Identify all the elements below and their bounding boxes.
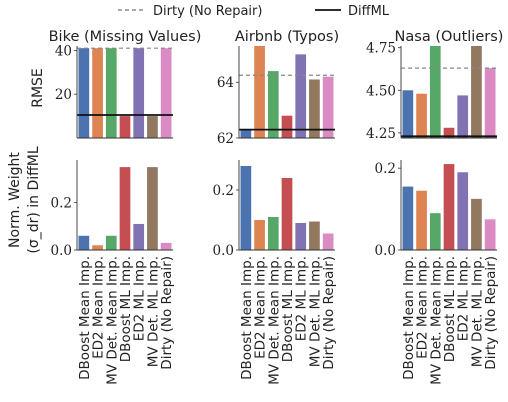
bar-ed2-ml-imp <box>295 223 307 250</box>
bar-mv-det-ml-imp <box>147 167 158 250</box>
x-tick-label: ED2 Mean Imp. <box>91 256 107 359</box>
y-tick-label: 0.0 <box>375 243 396 259</box>
bar-mv-det-mean-imp <box>267 217 279 250</box>
x-tick-label: ED2 ML Imp. <box>294 256 310 341</box>
bar-mv-det-ml-imp <box>309 221 320 250</box>
legend: Dirty (No Repair) DiffML <box>118 4 390 19</box>
bar-ed2-ml-imp <box>457 172 469 250</box>
x-tick-label: ED2 Mean Imp. <box>253 256 269 359</box>
y-label-weight-line2: (σ_dr) in DiffML <box>26 146 42 253</box>
x-tick-label: DBoost Mean Imp. <box>401 256 417 380</box>
bar-ed2-mean-imp <box>92 245 103 250</box>
bar-dboost-ml-imp <box>119 167 131 250</box>
bar-ed2-mean-imp <box>254 46 265 138</box>
y-tick-label: 4.50 <box>366 83 396 99</box>
x-tick-label: DBoost Mean Imp. <box>77 256 93 380</box>
bar-dirty-no-repair <box>160 48 172 138</box>
legend-dirty-label: Dirty (No Repair) <box>153 4 262 19</box>
x-tick-label: ED2 Mean Imp. <box>415 256 431 359</box>
bar-mv-det-ml-imp <box>309 79 320 138</box>
bar-mv-det-mean-imp <box>429 46 441 138</box>
y-tick-label: 20 <box>55 87 72 103</box>
y-tick-label: 0.0 <box>51 243 72 259</box>
bar-ed2-mean-imp <box>92 48 103 138</box>
bar-dirty-no-repair <box>484 68 496 138</box>
y-tick-label: 62 <box>217 131 234 147</box>
panel-title: Nasa (Outliers) <box>395 29 504 45</box>
bar-dboost-ml-imp <box>443 164 455 250</box>
bar-mv-det-mean-imp <box>105 235 117 250</box>
bar-ed2-ml-imp <box>133 223 145 250</box>
bar-ed2-ml-imp <box>457 95 469 138</box>
y-tick-label: 4.25 <box>366 126 396 142</box>
bar-dirty-no-repair <box>322 76 334 138</box>
bar-ed2-ml-imp <box>295 54 307 139</box>
x-tick-label: MV Det. ML Imp. <box>307 256 323 367</box>
y-tick-label: 40 <box>55 43 72 59</box>
bar-mv-det-mean-imp <box>105 48 117 138</box>
bar-dboost-mean-imp <box>402 90 414 138</box>
x-tick-label: MV Det. ML Imp. <box>145 256 161 367</box>
bar-dboost-mean-imp <box>240 129 252 138</box>
bar-dboost-mean-imp <box>402 186 414 250</box>
x-tick-label: Dirty (No Repair) <box>483 256 499 370</box>
bar-dboost-mean-imp <box>240 166 252 250</box>
bar-dirty-no-repair <box>160 242 172 250</box>
bar-mv-det-ml-imp <box>471 46 482 138</box>
bar-mv-det-mean-imp <box>267 71 279 138</box>
legend-diffml-label: DiffML <box>348 4 390 19</box>
bar-dboost-mean-imp <box>78 235 90 250</box>
x-tick-label: Dirty (No Repair) <box>321 256 337 370</box>
x-tick-label: MV Det. Mean Imp. <box>266 256 282 385</box>
x-tick-label: DBoost ML Imp. <box>118 256 134 362</box>
y-tick-label: 64 <box>217 75 234 91</box>
y-label-rmse: RMSE <box>30 68 46 108</box>
x-tick-label: MV Det. ML Imp. <box>469 256 485 367</box>
x-tick-label: ED2 ML Imp. <box>456 256 472 341</box>
panel-2: Nasa (Outliers) 4.25 4.50 4.75 <box>366 29 504 142</box>
y-tick-label: 0.2 <box>213 183 234 199</box>
bar-dboost-ml-imp <box>119 116 131 138</box>
bar-dirty-no-repair <box>322 233 334 250</box>
bar-ed2-mean-imp <box>254 220 265 250</box>
y-tick-label: 0.2 <box>51 196 72 212</box>
bar-dboost-mean-imp <box>78 48 90 138</box>
bar-dboost-ml-imp <box>443 127 455 138</box>
panel-title: Bike (Missing Values) <box>49 29 202 45</box>
bar-mv-det-mean-imp <box>429 213 441 250</box>
x-tick-label: DBoost Mean Imp. <box>239 256 255 380</box>
y-label-weight-line1: Norm. Weight <box>7 152 23 248</box>
bar-ed2-ml-imp <box>133 48 145 138</box>
y-tick-label: 0.2 <box>375 161 396 177</box>
y-tick-label: 4.75 <box>366 41 396 57</box>
bar-dboost-ml-imp <box>281 115 293 138</box>
bar-mv-det-ml-imp <box>147 116 158 138</box>
bar-mv-det-ml-imp <box>471 198 482 250</box>
x-tick-label: ED2 ML Imp. <box>132 256 148 341</box>
bar-dboost-ml-imp <box>281 178 293 250</box>
x-tick-label: DBoost ML Imp. <box>280 256 296 362</box>
x-tick-label: MV Det. Mean Imp. <box>104 256 120 385</box>
panel-0: Bike (Missing Values) 20 40 <box>49 29 202 139</box>
x-tick-label: Dirty (No Repair) <box>159 256 175 370</box>
panel-1: Airbnb (Typos) 62 64 <box>217 29 339 147</box>
y-tick-label: 0.0 <box>213 243 234 259</box>
bar-dirty-no-repair <box>484 219 496 250</box>
bar-ed2-mean-imp <box>416 93 427 138</box>
panel-title: Airbnb (Typos) <box>235 29 339 45</box>
panels: Bike (Missing Values) 20 40 Airbnb (Typos) 6… <box>49 29 504 385</box>
bar-ed2-mean-imp <box>416 190 427 250</box>
x-tick-label: MV Det. Mean Imp. <box>428 256 444 385</box>
x-tick-label: DBoost ML Imp. <box>442 256 458 362</box>
